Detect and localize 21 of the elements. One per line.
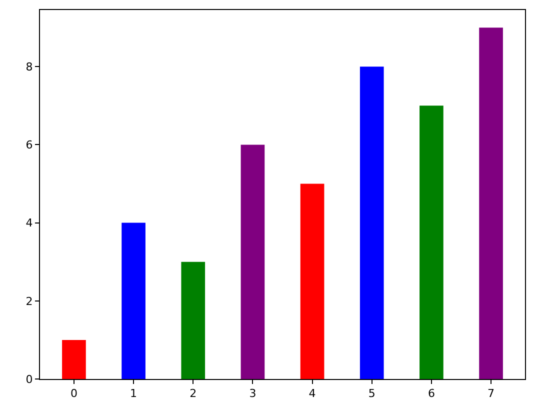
- x-tick-label: 6: [428, 387, 435, 400]
- bar: [479, 28, 503, 379]
- x-tick-label: 0: [70, 387, 78, 400]
- y-tick-label: 0: [26, 372, 33, 386]
- x-tick-label: 3: [249, 387, 256, 400]
- x-tick-label: 7: [488, 387, 495, 400]
- bar: [122, 222, 146, 379]
- x-tick-label: 4: [308, 387, 316, 400]
- x-tick-label: 2: [190, 387, 197, 400]
- bar: [420, 106, 444, 379]
- bar: [62, 340, 86, 379]
- y-tick-label: 6: [26, 138, 33, 152]
- bar: [240, 144, 265, 379]
- x-tick-label: 1: [130, 387, 138, 400]
- bar: [181, 262, 206, 379]
- bar: [300, 184, 324, 379]
- y-tick-label: 2: [26, 294, 33, 308]
- y-tick-label: 4: [26, 216, 33, 230]
- bar: [360, 66, 384, 379]
- x-tick-label: 5: [368, 387, 376, 400]
- y-tick-label: 8: [26, 60, 33, 74]
